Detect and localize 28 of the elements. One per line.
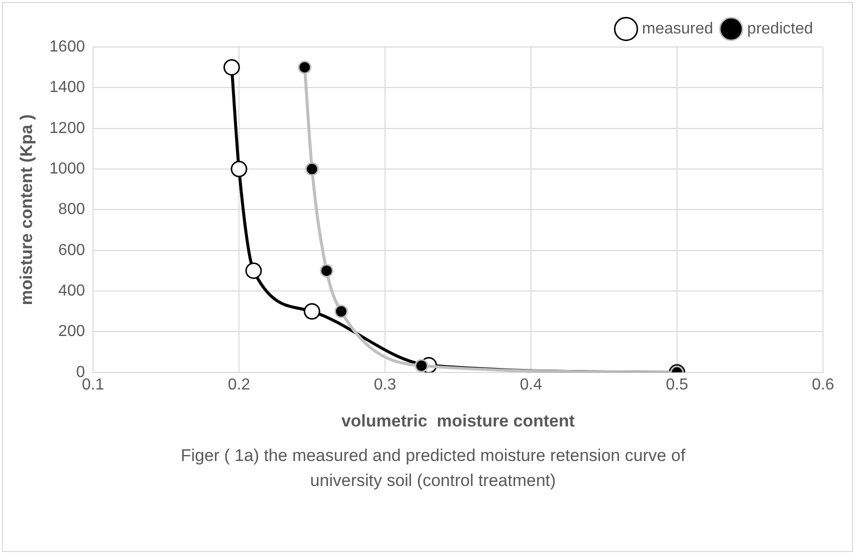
y-tick-label: 1000 — [49, 160, 86, 178]
point — [414, 358, 428, 372]
x-axis-title: volumetric moisture content — [341, 411, 575, 430]
y-axis-title: moisture content (Kpa ) — [16, 114, 36, 306]
y-tick-label: 400 — [58, 282, 86, 300]
text: Figer ( 1a) the measured and predicted moisture retension curve of university soil (control treatment) — [180, 445, 686, 492]
point — [298, 60, 312, 74]
legend-label: measured — [642, 20, 714, 38]
y-tick-label: 800 — [58, 201, 86, 218]
y-tick-label: 1200 — [49, 120, 86, 137]
x-tick-label: 0.5 — [666, 376, 688, 394]
point — [305, 162, 319, 176]
x-tick-label: 0.1 — [82, 376, 104, 394]
x-tick-label: 0.3 — [374, 376, 396, 394]
point — [334, 304, 348, 318]
point — [245, 262, 262, 279]
y-tick-label: 600 — [58, 242, 86, 259]
y-tick-label: 1600 — [49, 38, 86, 56]
point — [230, 160, 248, 178]
x-tick-label: 0.4 — [520, 376, 542, 394]
x-tick-label: 0.2 — [228, 376, 250, 394]
point — [320, 264, 334, 278]
point — [223, 59, 240, 76]
legend-label: predicted — [747, 20, 814, 38]
x-tick-label: 0.6 — [812, 376, 834, 394]
y-tick-label: 1400 — [49, 79, 86, 96]
y-tick-label: 200 — [58, 323, 86, 340]
point — [304, 303, 320, 320]
